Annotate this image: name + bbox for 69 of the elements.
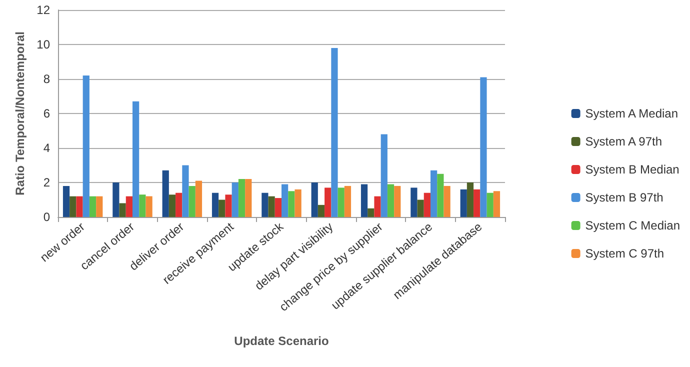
legend-label: System C 97th xyxy=(585,246,664,260)
bar xyxy=(70,196,76,217)
bar xyxy=(62,186,70,217)
bar xyxy=(225,194,232,217)
bar xyxy=(96,196,103,217)
bar xyxy=(430,170,438,217)
bar xyxy=(311,182,318,217)
bar xyxy=(182,165,189,217)
legend-label: System A 97th xyxy=(585,134,662,148)
bar xyxy=(288,191,295,217)
bar xyxy=(444,186,450,217)
bar xyxy=(188,186,196,217)
bar xyxy=(410,188,418,217)
bar xyxy=(112,182,120,217)
bar xyxy=(480,77,487,217)
y-tick-label: 6 xyxy=(43,106,50,120)
bar xyxy=(82,76,90,217)
bar xyxy=(318,204,325,217)
bar xyxy=(324,188,332,217)
bar xyxy=(374,196,381,217)
bar xyxy=(245,179,252,217)
bar xyxy=(331,48,338,217)
bar xyxy=(466,182,474,217)
bar xyxy=(294,189,302,217)
bar xyxy=(380,134,388,217)
bar xyxy=(126,196,132,217)
y-tick-label: 0 xyxy=(43,210,50,224)
bar xyxy=(232,182,238,217)
y-tick-label: 2 xyxy=(43,176,50,190)
bar xyxy=(493,191,500,217)
bar xyxy=(282,184,288,217)
bar xyxy=(139,194,146,217)
x-axis-title: Update Scenario xyxy=(234,334,329,348)
bar xyxy=(132,101,140,217)
bar xyxy=(76,196,83,217)
legend-label: System C Median xyxy=(585,218,680,232)
bar xyxy=(394,186,401,217)
bar xyxy=(176,192,182,217)
y-axis-title: Ratio Temporal/Nontemporal xyxy=(12,32,27,196)
bar xyxy=(168,194,176,217)
y-tick-label: 12 xyxy=(36,3,50,17)
bar xyxy=(387,184,394,217)
y-tick-label: 8 xyxy=(43,72,50,86)
bar xyxy=(360,184,368,217)
bar xyxy=(417,200,424,217)
bar xyxy=(474,189,480,217)
bar xyxy=(119,203,126,217)
legend-label: System B 97th xyxy=(585,190,664,204)
bar xyxy=(268,196,275,217)
bar xyxy=(212,192,219,217)
legend-label: System A Median xyxy=(585,106,678,120)
legend-label: System B Median xyxy=(585,162,680,176)
bar xyxy=(89,196,96,217)
bar xyxy=(437,174,444,217)
bar xyxy=(486,192,494,217)
bar xyxy=(344,186,352,217)
bar xyxy=(424,192,430,217)
bar xyxy=(460,189,467,217)
bar xyxy=(238,179,246,217)
bar xyxy=(218,200,226,217)
y-tick-label: 10 xyxy=(36,38,50,52)
y-tick-label: 4 xyxy=(43,141,50,155)
bar xyxy=(262,192,268,217)
bar xyxy=(338,188,344,217)
bar xyxy=(146,196,152,217)
bar xyxy=(195,180,202,217)
bar xyxy=(274,198,282,217)
bar xyxy=(368,208,374,217)
bar xyxy=(162,170,169,217)
